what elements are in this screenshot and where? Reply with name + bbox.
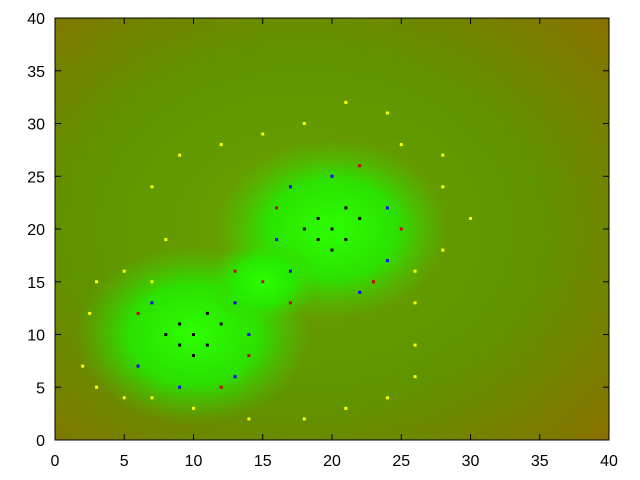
data-point xyxy=(95,280,99,284)
data-point xyxy=(192,333,195,336)
data-point xyxy=(358,164,362,168)
data-point xyxy=(205,343,209,347)
data-point xyxy=(413,269,417,273)
data-point xyxy=(385,206,389,210)
data-point xyxy=(247,354,251,358)
data-point xyxy=(441,248,445,252)
y-tick-label: 0 xyxy=(36,433,45,450)
data-point xyxy=(136,311,140,315)
plot-area xyxy=(55,18,609,440)
x-tick-label: 5 xyxy=(120,453,129,470)
data-point xyxy=(358,290,362,294)
data-point xyxy=(441,153,445,157)
x-tick-label: 10 xyxy=(185,453,203,470)
data-point xyxy=(413,343,417,347)
data-point xyxy=(247,417,251,421)
data-point xyxy=(164,238,168,242)
data-point xyxy=(288,185,292,189)
data-point xyxy=(178,322,182,326)
y-tick-label: 25 xyxy=(27,169,45,186)
data-point xyxy=(385,259,389,263)
data-point xyxy=(150,185,154,189)
data-point xyxy=(178,343,182,347)
data-point xyxy=(316,216,320,220)
data-point xyxy=(399,143,403,147)
data-point xyxy=(288,301,292,305)
y-tick-label: 5 xyxy=(36,380,45,397)
data-point xyxy=(469,216,472,220)
data-point xyxy=(233,301,237,305)
data-point xyxy=(344,100,348,104)
x-tick-label: 40 xyxy=(600,453,618,470)
points-layer xyxy=(81,100,472,421)
data-point xyxy=(399,227,403,231)
data-point xyxy=(136,364,140,368)
data-point xyxy=(122,396,126,400)
data-point xyxy=(302,227,306,231)
data-point xyxy=(385,111,389,115)
data-point xyxy=(81,364,85,368)
data-point xyxy=(385,396,389,400)
data-point xyxy=(344,406,348,410)
y-tick-label: 40 xyxy=(27,11,45,28)
x-tick-label: 20 xyxy=(323,453,341,470)
data-point xyxy=(88,311,92,315)
x-tick-label: 15 xyxy=(254,453,272,470)
data-point xyxy=(178,153,182,157)
data-point xyxy=(330,227,334,231)
x-tick-label: 0 xyxy=(51,453,60,470)
data-point xyxy=(372,280,376,284)
y-tick-label: 30 xyxy=(27,117,45,134)
data-point xyxy=(344,206,348,210)
data-point xyxy=(205,311,209,315)
data-point xyxy=(330,248,334,252)
data-point xyxy=(330,174,334,178)
data-point xyxy=(178,385,182,389)
data-point xyxy=(219,143,223,147)
x-tick-label: 30 xyxy=(462,453,480,470)
axis-layer: 0 5 10 15 20 25 30 35 40 0 5 10 15 20 25 30 35 40 xyxy=(27,11,618,470)
data-point xyxy=(150,396,154,400)
data-point xyxy=(302,417,306,421)
data-point xyxy=(358,216,362,220)
data-point xyxy=(219,322,223,326)
data-point xyxy=(95,385,99,389)
data-point xyxy=(150,301,154,305)
y-tick-label: 15 xyxy=(27,275,45,292)
data-point xyxy=(413,375,417,379)
data-point xyxy=(316,238,320,242)
data-point xyxy=(192,406,195,410)
data-point xyxy=(302,122,306,125)
data-point xyxy=(275,206,279,210)
y-tick-label: 20 xyxy=(27,222,45,239)
y-tick-label: 10 xyxy=(27,328,45,345)
data-point xyxy=(413,301,417,305)
data-point xyxy=(441,185,445,189)
y-tick-label: 35 xyxy=(27,64,45,81)
data-point xyxy=(261,280,265,284)
data-point xyxy=(288,269,292,273)
x-tick-label: 25 xyxy=(392,453,410,470)
data-point xyxy=(275,238,279,242)
data-point xyxy=(233,269,237,273)
data-point xyxy=(261,132,265,136)
data-point xyxy=(219,385,223,389)
data-point xyxy=(192,354,195,358)
data-point xyxy=(233,375,237,379)
data-point xyxy=(247,333,251,336)
data-point xyxy=(150,280,154,284)
data-point xyxy=(344,238,348,242)
data-point xyxy=(164,333,168,336)
x-tick-label: 35 xyxy=(531,453,549,470)
data-point xyxy=(122,269,126,273)
